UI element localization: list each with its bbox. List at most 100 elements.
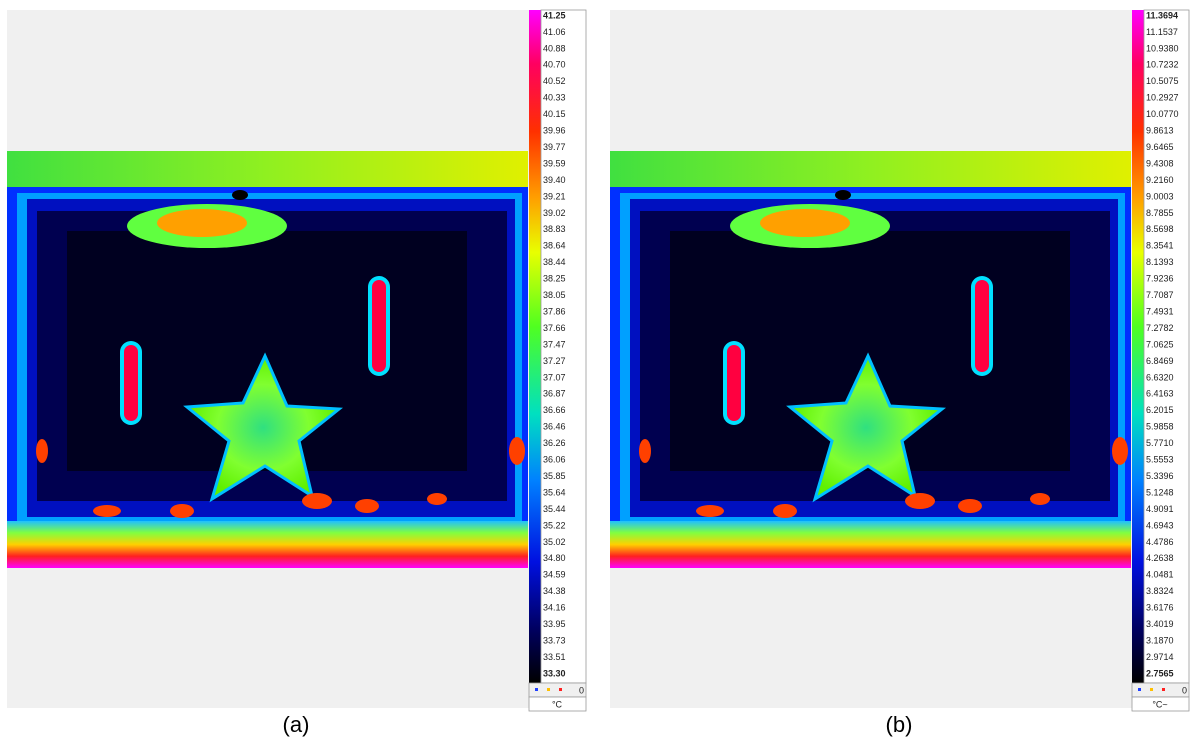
scale-label: 10.7232	[1146, 60, 1179, 70]
caption: (a)	[283, 712, 310, 737]
status-dot	[547, 688, 550, 691]
unit: °C	[552, 699, 563, 709]
panel: 11.3694 11.1537 10.9380 10.7232 10.5075 10.29…	[610, 10, 1189, 737]
scale-label: 3.8324	[1146, 586, 1174, 596]
thermal-image	[7, 151, 528, 568]
scale-label: 34.59	[543, 570, 566, 580]
scale-label: 10.0770	[1146, 109, 1179, 119]
scale-label: 9.4308	[1146, 158, 1174, 168]
scale-label: 34.16	[543, 603, 566, 613]
scale-label: 3.6176	[1146, 603, 1174, 613]
scale-label: 6.4163	[1146, 389, 1174, 399]
scale-label: 9.8613	[1146, 126, 1174, 136]
scale-label: 40.70	[543, 60, 566, 70]
scale-label: 39.02	[543, 208, 566, 218]
scale-label: 36.87	[543, 389, 566, 399]
scale-label: 41.06	[543, 27, 566, 37]
scale-label: 10.9380	[1146, 43, 1179, 53]
scale-label: 9.2160	[1146, 175, 1174, 185]
scale-label: 4.2638	[1146, 553, 1174, 563]
scale-label: 33.51	[543, 652, 566, 662]
scale-label: 7.7087	[1146, 290, 1174, 300]
scale-label: 9.6465	[1146, 142, 1174, 152]
scale-label: 6.8469	[1146, 356, 1174, 366]
scale-label: 8.3541	[1146, 241, 1174, 251]
scale-label: 37.86	[543, 306, 566, 316]
unit: °C~	[1152, 699, 1167, 709]
scale-label: 39.96	[543, 126, 566, 136]
caption: (b)	[886, 712, 913, 737]
scale-label: 5.9858	[1146, 422, 1174, 432]
scale-label: 11.1537	[1146, 27, 1178, 37]
scale-label: 40.52	[543, 76, 566, 86]
status-dot	[559, 688, 562, 691]
scale-label: 4.9091	[1146, 504, 1174, 514]
scale-label: 36.46	[543, 422, 566, 432]
scale-label: 34.80	[543, 553, 566, 563]
scale-label: 39.40	[543, 175, 566, 185]
thermal-image	[610, 151, 1131, 568]
figure: 41.25 41.06 40.88 40.70 40.52 40.33 40.15 39.96…	[0, 0, 1192, 740]
scale-label: 39.59	[543, 158, 566, 168]
panels: 41.25 41.06 40.88 40.70 40.52 40.33 40.15 39.96…	[7, 10, 1189, 737]
scale-label: 3.1870	[1146, 635, 1174, 645]
status-dot	[1138, 688, 1141, 691]
scale-label: 10.5075	[1146, 76, 1179, 86]
scale-label: 35.64	[543, 487, 566, 497]
scale-label: 7.2782	[1146, 323, 1174, 333]
scale-label: 4.6943	[1146, 520, 1174, 530]
scale-label: 37.27	[543, 356, 566, 366]
scale-label: 38.83	[543, 224, 566, 234]
scale-label: 34.38	[543, 586, 566, 596]
scale-label: 38.05	[543, 290, 566, 300]
scale-label: 2.7565	[1146, 668, 1174, 678]
panel: 41.25 41.06 40.88 40.70 40.52 40.33 40.15 39.96…	[7, 10, 586, 737]
scale-label: 6.2015	[1146, 405, 1174, 415]
scale-label: 10.2927	[1146, 93, 1179, 103]
scale-label: 35.85	[543, 471, 566, 481]
scale-label: 5.7710	[1146, 438, 1174, 448]
scale-label: 35.02	[543, 537, 566, 547]
scale-label: 33.95	[543, 619, 566, 629]
scale-label: 7.0625	[1146, 339, 1174, 349]
counter: 0	[579, 685, 584, 695]
scale-label: 37.66	[543, 323, 566, 333]
scale-label: 36.06	[543, 455, 566, 465]
scale-label: 37.07	[543, 372, 566, 382]
scale-label: 4.0481	[1146, 570, 1174, 580]
scale-label: 36.66	[543, 405, 566, 415]
scale-label: 35.22	[543, 520, 566, 530]
status-dot	[1150, 688, 1153, 691]
scale-label: 38.44	[543, 257, 566, 267]
counter: 0	[1182, 685, 1187, 695]
scale-label: 3.4019	[1146, 619, 1174, 629]
scale-label: 40.33	[543, 93, 566, 103]
scale-label: 40.88	[543, 43, 566, 53]
scale-label: 40.15	[543, 109, 566, 119]
scale-label: 5.3396	[1146, 471, 1174, 481]
scale-label: 8.5698	[1146, 224, 1174, 234]
scale-label: 37.47	[543, 339, 566, 349]
scale-label: 5.1248	[1146, 487, 1174, 497]
scale-label: 8.1393	[1146, 257, 1174, 267]
scale-label: 8.7855	[1146, 208, 1174, 218]
status-dot	[1162, 688, 1165, 691]
scale-label: 35.44	[543, 504, 566, 514]
scale-label: 7.9236	[1146, 274, 1174, 284]
scale-label: 7.4931	[1146, 306, 1174, 316]
scale-label: 36.26	[543, 438, 566, 448]
color-bar	[529, 10, 541, 683]
status-dot	[535, 688, 538, 691]
scale-label: 6.6320	[1146, 372, 1174, 382]
scale-label: 39.77	[543, 142, 566, 152]
scale-label: 39.21	[543, 191, 566, 201]
scale-label: 2.9714	[1146, 652, 1174, 662]
scale-label: 5.5553	[1146, 455, 1174, 465]
scale-label: 41.25	[543, 10, 566, 20]
scale-label: 33.73	[543, 635, 566, 645]
color-bar	[1132, 10, 1144, 683]
scale-label: 9.0003	[1146, 191, 1174, 201]
scale-label: 11.3694	[1146, 10, 1178, 20]
scale-label: 38.25	[543, 274, 566, 284]
scale-label: 33.30	[543, 668, 566, 678]
